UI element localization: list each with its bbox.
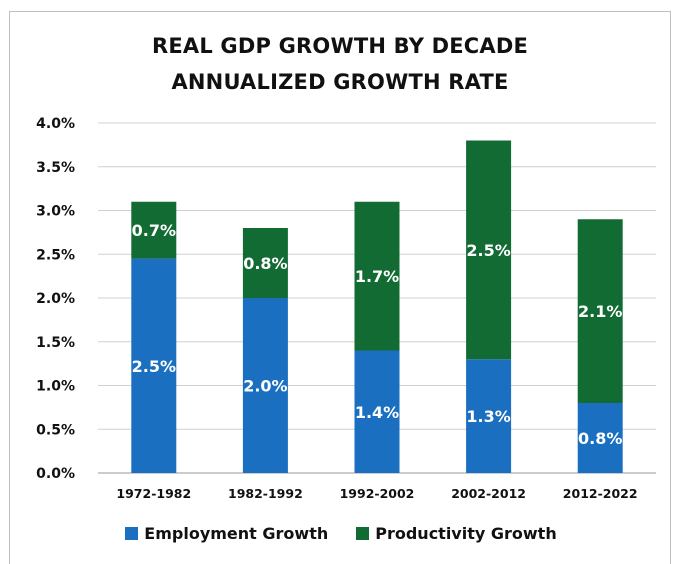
chart-legend: Employment Growth Productivity Growth (0, 524, 682, 543)
bar-employment (466, 359, 512, 473)
data-label: 2.0% (243, 377, 287, 396)
legend-swatch-employment (125, 527, 139, 540)
data-label: 1.7% (355, 267, 399, 286)
bar-productivity (466, 140, 512, 360)
x-tick-label: 2012-2022 (563, 486, 638, 501)
legend-label-employment: Employment Growth (144, 524, 329, 543)
data-label: 1.4% (355, 403, 399, 422)
bar-productivity (354, 201, 400, 351)
data-label: 2.5% (466, 241, 510, 260)
bar-productivity (131, 201, 177, 259)
data-label: 0.8% (243, 254, 287, 273)
chart-frame (9, 11, 671, 564)
bar-productivity (242, 228, 288, 298)
bar-employment (131, 258, 177, 473)
chart-title: REAL GDP GROWTH BY DECADE (151, 34, 529, 58)
y-tick-label: 3.5% (36, 160, 75, 176)
legend-swatch-productivity (356, 527, 370, 540)
legend-label-productivity: Productivity Growth (375, 524, 557, 543)
bar-employment (242, 298, 288, 473)
y-tick-label: 4.0% (36, 116, 75, 132)
data-label: 1.3% (466, 407, 510, 426)
data-label: 0.8% (578, 429, 622, 448)
legend-item-employment: Employment Growth (125, 524, 328, 543)
x-tick-label: 1982-1992 (228, 486, 303, 501)
bar-productivity (577, 219, 623, 403)
bar-employment (577, 403, 623, 473)
x-tick-label: 2002-2012 (451, 486, 526, 501)
y-tick-label: 3.0% (36, 204, 75, 220)
data-label: 0.7% (132, 221, 176, 240)
y-tick-label: 2.5% (36, 247, 75, 263)
chart-plot: 0.0% 0.5% 1.0% 1.5% 2.0% 2.5% 3.0% 3.5% 4.0% 2.5%… (36, 116, 656, 501)
y-tick-label: 2.0% (36, 291, 75, 307)
y-tick-label: 0.5% (36, 422, 75, 438)
legend-item-productivity: Productivity Growth (356, 524, 557, 543)
data-label: 2.5% (132, 357, 176, 376)
y-tick-label: 1.5% (36, 335, 75, 351)
x-tick-label: 1992-2002 (340, 486, 415, 501)
y-tick-label: 1.0% (36, 379, 75, 395)
data-label: 2.1% (578, 302, 622, 321)
bar-employment (354, 350, 400, 473)
y-tick-label: 0.0% (36, 466, 75, 482)
x-tick-label: 1972-1982 (116, 486, 191, 501)
chart-subtitle: ANNUALIZED GROWTH RATE (171, 70, 509, 94)
